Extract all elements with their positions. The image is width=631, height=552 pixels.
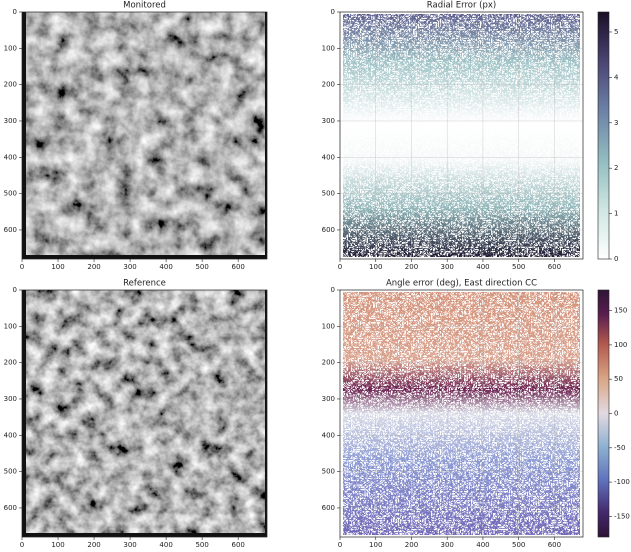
colorbar-tick-label: -50 <box>614 444 625 452</box>
colorbar-tick-label: 1 <box>614 210 618 218</box>
x-tick-label: 100 <box>369 541 382 549</box>
axes-frame <box>21 11 268 260</box>
y-tick-label: 600 <box>322 504 335 512</box>
y-tick-label: 100 <box>322 44 335 52</box>
colorbar-tick-label: 100 <box>614 341 627 349</box>
x-tick-label: 300 <box>123 541 136 549</box>
colorbar <box>597 289 610 538</box>
y-tick-label: 500 <box>4 468 17 476</box>
colorbar-tick-label: 0 <box>614 255 618 263</box>
y-tick-label: 200 <box>4 359 17 367</box>
y-tick-label: 600 <box>4 504 17 512</box>
x-tick-label: 400 <box>159 263 172 271</box>
x-tick-label: 200 <box>87 541 100 549</box>
y-tick-label: 600 <box>322 226 335 234</box>
y-tick-label: 300 <box>4 117 17 125</box>
x-tick-label: 400 <box>159 541 172 549</box>
y-tick-label: 300 <box>322 117 335 125</box>
x-tick-label: 300 <box>441 263 454 271</box>
axes-frame <box>339 11 584 260</box>
x-tick-label: 400 <box>476 541 489 549</box>
colorbar-tick-label: 50 <box>614 375 623 383</box>
colorbar-tick-label: 4 <box>614 73 619 81</box>
panel-title: Reference <box>123 279 166 289</box>
y-tick-label: 0 <box>331 8 335 16</box>
x-tick-label: 300 <box>123 263 136 271</box>
x-tick-label: 200 <box>87 263 100 271</box>
x-tick-label: 400 <box>476 263 489 271</box>
y-tick-label: 400 <box>322 431 335 439</box>
y-tick-label: 200 <box>322 81 335 89</box>
colorbar-tick-label: -100 <box>614 478 630 486</box>
error-gaps <box>343 14 580 257</box>
y-tick-label: 400 <box>322 153 335 161</box>
x-tick-label: 300 <box>441 541 454 549</box>
y-tick-label: 400 <box>4 431 17 439</box>
x-tick-label: 0 <box>20 541 24 549</box>
x-tick-label: 600 <box>548 263 561 271</box>
y-tick-label: 200 <box>322 359 335 367</box>
colorbar <box>597 11 610 260</box>
x-tick-label: 500 <box>512 541 525 549</box>
x-tick-label: 100 <box>51 541 64 549</box>
y-tick-label: 400 <box>4 153 17 161</box>
x-tick-label: 600 <box>231 263 244 271</box>
colorbar-tick-label: -150 <box>614 512 630 520</box>
y-tick-label: 0 <box>13 8 17 16</box>
x-tick-label: 100 <box>369 263 382 271</box>
x-tick-label: 100 <box>51 263 64 271</box>
panel-title: Radial Error (px) <box>427 1 496 11</box>
x-tick-label: 0 <box>338 263 342 271</box>
error-gaps <box>343 292 580 535</box>
y-tick-label: 600 <box>4 226 17 234</box>
colorbar-tick-label: 2 <box>614 164 618 172</box>
x-tick-label: 200 <box>405 263 418 271</box>
y-tick-label: 500 <box>322 468 335 476</box>
x-tick-label: 600 <box>548 541 561 549</box>
y-tick-label: 100 <box>322 322 335 330</box>
y-tick-label: 100 <box>4 44 17 52</box>
y-tick-label: 0 <box>13 286 17 294</box>
image-texture <box>26 290 265 533</box>
y-tick-label: 500 <box>4 190 17 198</box>
x-tick-label: 500 <box>512 263 525 271</box>
x-tick-label: 500 <box>195 541 208 549</box>
panel-title: Monitored <box>123 1 166 11</box>
y-tick-label: 300 <box>4 395 17 403</box>
colorbar-tick-label: 0 <box>614 410 618 418</box>
x-tick-label: 200 <box>405 541 418 549</box>
axes-frame <box>339 289 584 538</box>
x-tick-label: 500 <box>195 263 208 271</box>
x-tick-label: 0 <box>338 541 342 549</box>
image-texture <box>26 12 265 255</box>
axes-frame <box>21 289 268 538</box>
x-tick-label: 0 <box>20 263 24 271</box>
colorbar-tick-label: 150 <box>614 307 627 315</box>
colorbar-tick-label: 3 <box>614 119 618 127</box>
panel-title: Angle error (deg), East direction CC <box>386 279 537 289</box>
y-tick-label: 0 <box>331 286 335 294</box>
y-tick-label: 500 <box>322 190 335 198</box>
y-tick-label: 200 <box>4 81 17 89</box>
y-tick-label: 300 <box>322 395 335 403</box>
x-tick-label: 600 <box>231 541 244 549</box>
y-tick-label: 100 <box>4 322 17 330</box>
colorbar-tick-label: 5 <box>614 28 618 36</box>
